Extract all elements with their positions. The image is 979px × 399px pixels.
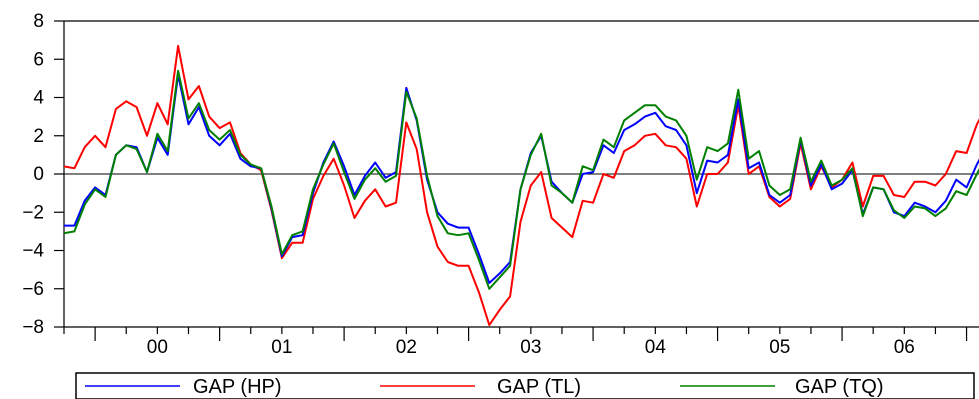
series-line-gap-tq [64, 69, 979, 290]
legend: GAP (HP) GAP (TL) GAP (TQ) [75, 372, 975, 399]
y-tick-label: −2 [22, 202, 44, 223]
x-tick-label: 04 [645, 337, 667, 358]
series-line-gap-tl [64, 44, 979, 327]
y-tick-label: 2 [33, 126, 44, 147]
legend-box [75, 372, 975, 399]
legend-label: GAP (TQ) [795, 376, 884, 398]
legend-label: GAP (TL) [497, 376, 581, 398]
y-tick-label: −6 [22, 279, 44, 300]
y-tick-label: 6 [33, 49, 44, 70]
x-tick-label: 01 [271, 337, 292, 358]
x-tick-label: 00 [147, 337, 168, 358]
y-tick-label: −4 [22, 241, 44, 262]
x-tick-label: 06 [894, 337, 915, 358]
legend-label: GAP (HP) [193, 376, 282, 398]
y-tick-label: −8 [22, 317, 44, 338]
y-tick-label: 8 [33, 11, 44, 32]
x-tick-label: 02 [396, 337, 417, 358]
x-tick-label: 03 [520, 337, 541, 358]
y-axis: 8 6 4 2 0 −2 −4 −6 −8 [22, 11, 64, 338]
x-axis: 0001020304050607 [63, 327, 968, 358]
series-layer [64, 44, 979, 327]
y-tick-label: 0 [33, 164, 44, 185]
x-tick-label: 05 [769, 337, 790, 358]
y-tick-label: 4 [33, 88, 44, 109]
